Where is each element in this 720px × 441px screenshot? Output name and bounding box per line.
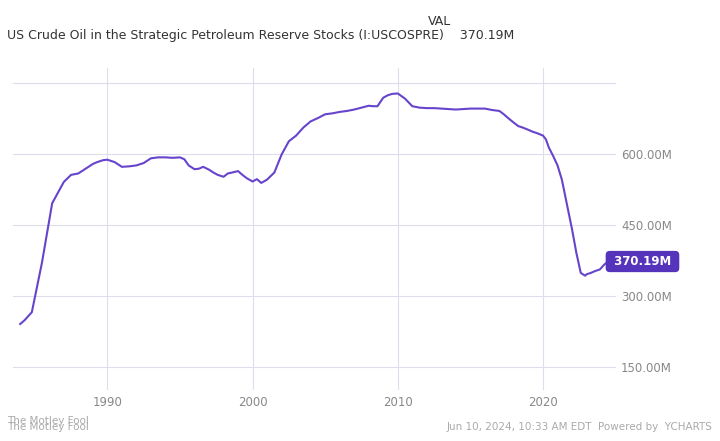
Text: 370.19M: 370.19M bbox=[610, 255, 675, 268]
Text: Jun 10, 2024, 10:33 AM EDT  Powered by  YCHARTS: Jun 10, 2024, 10:33 AM EDT Powered by YC… bbox=[447, 422, 713, 432]
Text: The Motley Fool: The Motley Fool bbox=[7, 415, 89, 426]
Text: VAL: VAL bbox=[428, 15, 451, 28]
Text: US Crude Oil in the Strategic Petroleum Reserve Stocks (I:USCOSPRE)    370.19M: US Crude Oil in the Strategic Petroleum … bbox=[7, 29, 515, 41]
Text: The Motley Fool: The Motley Fool bbox=[7, 422, 89, 432]
